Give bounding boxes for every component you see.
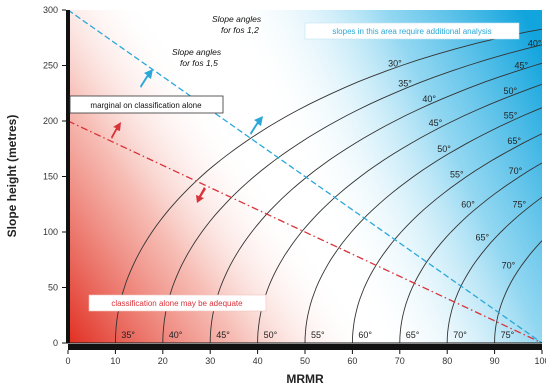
middle-zone-box: marginal on classification alone	[69, 95, 224, 114]
middle-zone-label: marginal on classification alone	[90, 101, 202, 110]
boundary-lines	[68, 10, 542, 343]
y-axis-title: Slope height (metres)	[5, 115, 19, 238]
contour-line	[399, 162, 542, 343]
x-tick-label: 30	[205, 356, 215, 366]
contour-line	[114, 28, 542, 343]
x-tick-label: 50	[300, 356, 310, 366]
fos12-angle-label: 40°	[528, 38, 542, 48]
y-tick-label: 0	[53, 338, 58, 348]
x-tick-label: 100	[534, 356, 546, 366]
bottom-angle-label: 35°	[121, 330, 135, 340]
slope-contours	[114, 28, 542, 343]
fos12-angle-label: 70°	[509, 166, 523, 176]
x-tick-label: 10	[110, 356, 120, 366]
contour-line	[494, 240, 542, 343]
red-arrow-down	[196, 187, 206, 203]
upper-zone-label: slopes in this area require additional a…	[332, 27, 491, 36]
y-tick-label: 250	[43, 61, 58, 71]
lower-zone-label: classification alone may be adequate	[111, 299, 243, 308]
fos12-angle-label: 50°	[503, 86, 517, 96]
bottom-angle-label: 55°	[311, 330, 325, 340]
upper-boundary-line	[68, 10, 542, 343]
lower-zone-box: classification alone may be adequate	[88, 294, 267, 312]
fos15-angle-label: 65°	[475, 233, 489, 243]
y-tick-label: 100	[43, 227, 58, 237]
contour-line	[257, 83, 542, 343]
bottom-angle-label: 45°	[216, 330, 230, 340]
lower-boundary-line	[68, 120, 542, 343]
blue-arrow-2	[250, 116, 263, 135]
x-tick-label: 90	[490, 356, 500, 366]
x-ticks: 0 10 20 30 40 50 60 70 80 90 100	[65, 350, 546, 366]
fos15-title-2: for fos 1,5	[180, 58, 218, 68]
y-tick-label: 50	[48, 283, 58, 293]
y-tick-label: 150	[43, 172, 58, 182]
x-tick-label: 20	[158, 356, 168, 366]
fos15-angle-label: 40°	[422, 94, 436, 104]
x-axis-bar	[68, 344, 542, 350]
fos15-angle-label: 70°	[502, 260, 516, 270]
fos12-angle-label: 65°	[507, 136, 521, 146]
fos15-angle-label: 45°	[429, 118, 443, 128]
fos15-title-1: Slope angles	[172, 47, 222, 57]
x-tick-label: 70	[395, 356, 405, 366]
contour-line	[304, 107, 542, 343]
red-arrow-up	[111, 122, 121, 139]
bottom-angle-label: 50°	[264, 330, 278, 340]
bottom-angle-label: 60°	[358, 330, 372, 340]
contour-labels: 35°30°35°40°35°40°45°40°45°50°45°50°55°5…	[121, 38, 542, 340]
x-tick-label: 40	[253, 356, 263, 366]
fos12-title-2: for fos 1,2	[221, 25, 259, 35]
y-tick-label: 300	[43, 5, 58, 15]
x-tick-label: 60	[347, 356, 357, 366]
x-axis-title: MRMR	[286, 372, 324, 386]
fos15-angle-label: 35°	[398, 78, 412, 88]
bottom-angle-label: 40°	[169, 330, 183, 340]
fos15-angle-label: 30°	[388, 58, 402, 68]
fos12-angle-label: 45°	[515, 61, 529, 71]
bottom-angle-label: 75°	[501, 330, 515, 340]
contour-line	[351, 133, 542, 343]
y-ticks: 0 50 100 150 200 250 300	[43, 5, 66, 348]
contour-line	[209, 62, 542, 343]
y-tick-label: 200	[43, 116, 58, 126]
fos12-angle-label: 55°	[504, 110, 518, 120]
fos15-angle-label: 50°	[437, 144, 451, 154]
upper-zone-box: slopes in this area require additional a…	[304, 22, 520, 40]
fos12-angle-label: 75°	[513, 199, 527, 209]
fos15-angle-label: 55°	[450, 169, 464, 179]
blue-arrow-1	[140, 69, 153, 88]
fos15-angle-label: 60°	[461, 199, 475, 209]
axes: 0 10 20 30 40 50 60 70 80 90 100 0 50 100 150 200 250 30…	[43, 5, 546, 366]
bottom-angle-label: 70°	[453, 330, 467, 340]
contour-line	[446, 196, 542, 343]
direction-arrows	[111, 69, 263, 203]
fos12-title-1: Slope angles	[212, 14, 262, 24]
x-tick-label: 0	[65, 356, 70, 366]
contour-line	[162, 44, 542, 343]
x-tick-label: 80	[442, 356, 452, 366]
bottom-angle-label: 65°	[406, 330, 420, 340]
